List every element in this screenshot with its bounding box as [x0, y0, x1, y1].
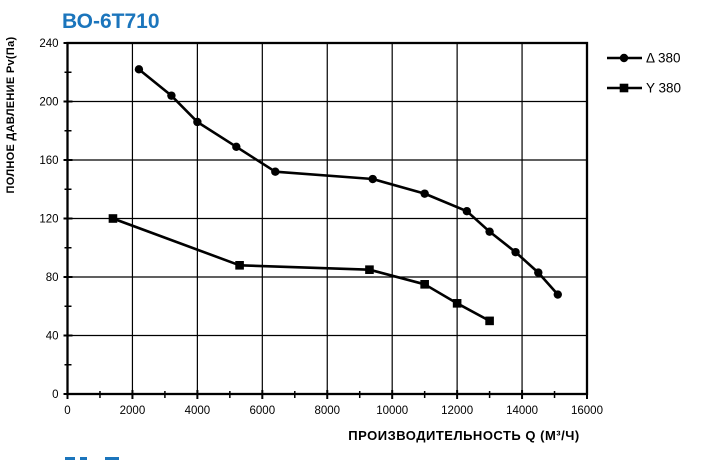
series-marker-0 [485, 227, 494, 236]
series-marker-0 [232, 142, 241, 152]
series-marker-1 [452, 299, 462, 308]
y-tick-label: 240 [39, 38, 58, 50]
series-marker-0 [462, 206, 472, 216]
x-tick-label: 12000 [441, 405, 473, 417]
legend-marker-square [619, 83, 629, 93]
series-marker-0 [167, 91, 176, 100]
series-marker-0 [134, 65, 144, 74]
x-tick-label: 8000 [314, 405, 340, 417]
x-tick-label: 14000 [506, 405, 538, 417]
x-tick-label: 2000 [120, 405, 146, 417]
series-marker-0 [193, 117, 202, 127]
chart-title: ВО-6Т710 [62, 10, 160, 33]
series-line-0 [138, 68, 559, 296]
series-marker-0 [553, 290, 562, 299]
series-line-1 [112, 217, 491, 323]
series-marker-1 [485, 316, 494, 326]
legend-label-0: Δ 380 [646, 51, 681, 66]
cutoff-text-fragment [80, 457, 87, 460]
y-tick-label: 0 [52, 389, 58, 401]
x-tick-label: 16000 [571, 405, 603, 417]
series-marker-1 [108, 214, 118, 223]
x-tick-label: 6000 [250, 405, 276, 417]
series-marker-0 [271, 167, 280, 176]
legend-label-1: Y 380 [646, 81, 681, 96]
y-tick-label: 120 [39, 214, 58, 226]
series-marker-1 [235, 261, 244, 270]
cutoff-text-fragment [65, 457, 75, 460]
series-marker-0 [534, 268, 543, 277]
legend-marker-circle [619, 53, 629, 63]
y-tick-label: 160 [39, 155, 58, 167]
y-tick-label: 200 [39, 97, 58, 109]
x-tick-label: 10000 [376, 405, 408, 417]
y-axis-title: ПОЛНОЕ ДАВЛЕНИЕ Pv(Па) [5, 36, 17, 193]
series-marker-0 [511, 247, 520, 257]
y-tick-label: 80 [46, 272, 59, 284]
cutoff-text-fragment [105, 457, 119, 460]
series-marker-1 [365, 265, 374, 274]
x-axis-title: ПРОИЗВОДИТЕЛЬНОСТЬ Q (М³/Ч) [348, 428, 579, 443]
y-tick-label: 40 [46, 331, 59, 343]
series-marker-0 [368, 174, 377, 184]
x-tick-label: 0 [64, 405, 70, 417]
series-marker-0 [420, 189, 429, 198]
series-marker-1 [420, 280, 429, 289]
x-tick-label: 4000 [185, 405, 211, 417]
